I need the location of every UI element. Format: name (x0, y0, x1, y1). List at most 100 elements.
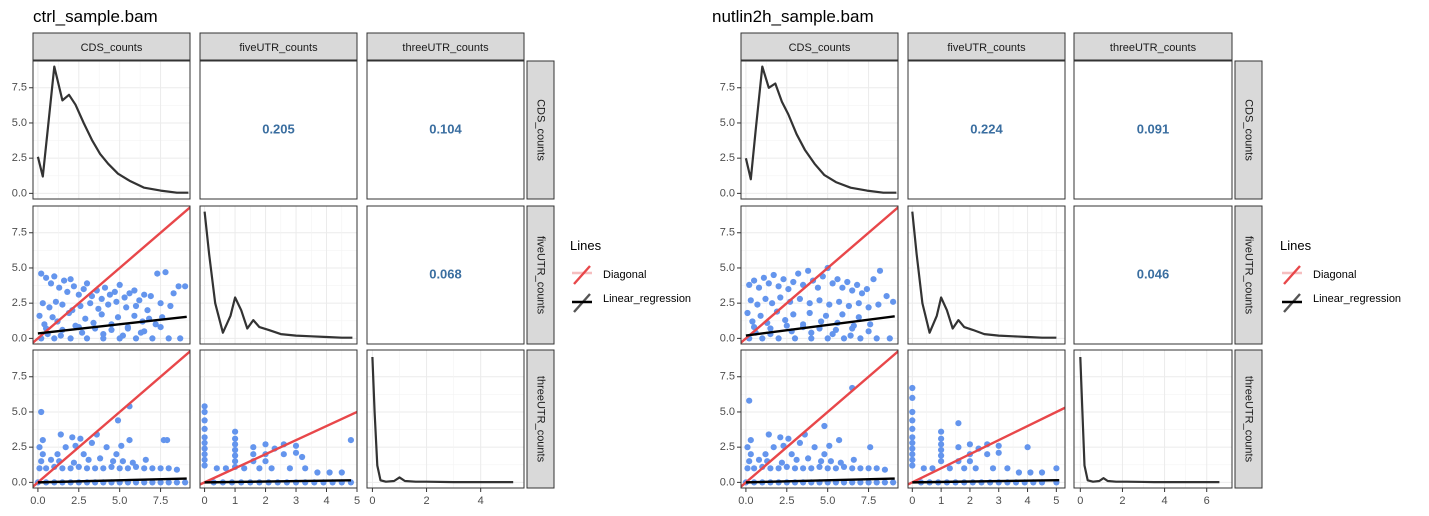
scatter-point (890, 479, 897, 486)
legend: Lines Diagonal Linear_regression (1280, 238, 1401, 313)
scatter-point (800, 465, 807, 472)
panel-grid (741, 61, 898, 199)
scatter-point (858, 290, 866, 297)
scatter-point (80, 451, 87, 458)
scatter-point (326, 469, 333, 476)
scatter-point (201, 445, 208, 452)
scatter-point (755, 284, 763, 291)
scatter-point (177, 335, 184, 342)
scatter-point (1015, 469, 1023, 476)
scatter-point (43, 274, 50, 281)
plot-title: ctrl_sample.bam (33, 7, 158, 26)
scatter-point (59, 301, 66, 308)
facet-label-right: threeUTR_counts (535, 376, 547, 463)
scatter-point (105, 301, 112, 308)
scatter-point (821, 451, 828, 458)
facet-panel (366, 349, 525, 489)
scatter-point (39, 437, 46, 444)
scatter-point (757, 312, 764, 319)
scatter-point (69, 434, 76, 441)
x-tick-label: 5.0 (112, 495, 127, 507)
diagonal-line (33, 350, 190, 488)
y-tick-label: 2.5 (12, 152, 27, 164)
scatter-point (929, 465, 936, 472)
diagonal-line (908, 406, 1065, 486)
y-tick-label: 5.0 (12, 406, 27, 418)
facet-panel (907, 349, 1066, 489)
scatter-point (938, 441, 945, 448)
scatter-point (157, 324, 164, 331)
facet-panel (740, 60, 899, 200)
facet-strip-right (1234, 60, 1263, 200)
scatter-point (790, 311, 797, 318)
scatter-point (751, 465, 758, 472)
legend-label-regression: Linear_regression (1313, 293, 1401, 305)
scatter-point (832, 326, 840, 333)
y-tick-label: 0.0 (12, 187, 27, 199)
facet-panel (740, 205, 899, 345)
scatter-point (232, 441, 239, 448)
scatter-point (141, 465, 148, 472)
panel-content (33, 350, 190, 488)
scatter-point (101, 284, 109, 291)
scatter-point (909, 451, 916, 458)
scatter-point (64, 288, 71, 295)
scatter-point (126, 290, 133, 297)
scatter-point (747, 297, 754, 304)
x-tick-label: 2 (262, 495, 268, 507)
panel-border (366, 349, 525, 489)
panel-content (200, 403, 357, 486)
scatter-point (762, 451, 769, 458)
scatter-point (347, 437, 354, 444)
density-line (371, 356, 514, 484)
scatter-point (744, 465, 751, 472)
scatter-point (141, 291, 148, 298)
y-tick-label: 7.5 (12, 371, 27, 383)
scatter-point (850, 456, 857, 463)
scatter-point (256, 465, 263, 472)
scatter-point (909, 434, 916, 441)
panel-border (366, 205, 525, 345)
x-tick-label: 4 (323, 495, 329, 507)
y-tick-label: 7.5 (720, 371, 735, 383)
facet-panel: 0.046 (1073, 205, 1233, 345)
legend-label-regression: Linear_regression (603, 293, 691, 305)
scatter-point (100, 331, 107, 338)
x-tick-label: 4 (478, 495, 484, 507)
scatter-point (98, 311, 105, 318)
facet-label-top: threeUTR_counts (1110, 42, 1197, 54)
scatter-point (175, 283, 182, 290)
scatter-point (83, 280, 91, 287)
scatter-point (222, 465, 229, 472)
scatter-point (920, 465, 927, 472)
scatter-point (79, 329, 86, 336)
scatter-point (110, 458, 117, 465)
panel-border (1073, 60, 1233, 200)
scatter-point (890, 298, 897, 305)
y-tick-label: 2.5 (720, 297, 735, 309)
panel-background (1074, 61, 1232, 199)
scatter-point (100, 465, 107, 472)
scatter-point (829, 280, 836, 287)
scatter-point (232, 458, 239, 465)
scatter-point (777, 294, 784, 301)
panel-border (907, 60, 1066, 200)
scatter-point (844, 278, 851, 286)
x-tick-label: 2 (967, 495, 973, 507)
scatter-point (51, 335, 58, 342)
scatter-point (157, 465, 164, 472)
scatter-point (863, 286, 871, 293)
scatter-point (97, 455, 104, 462)
scatter-point (113, 298, 120, 305)
scatter-point (302, 465, 309, 472)
scatter-point (338, 469, 345, 476)
scatter-point (108, 326, 115, 333)
panel-content (371, 356, 514, 484)
legend-title: Lines (1280, 238, 1312, 253)
scatter-point (840, 335, 848, 342)
facet-strip-top (199, 32, 358, 61)
legend-label-diagonal: Diagonal (1313, 269, 1356, 281)
facet-label-top: CDS_counts (81, 42, 143, 54)
scatter-point (793, 456, 800, 463)
